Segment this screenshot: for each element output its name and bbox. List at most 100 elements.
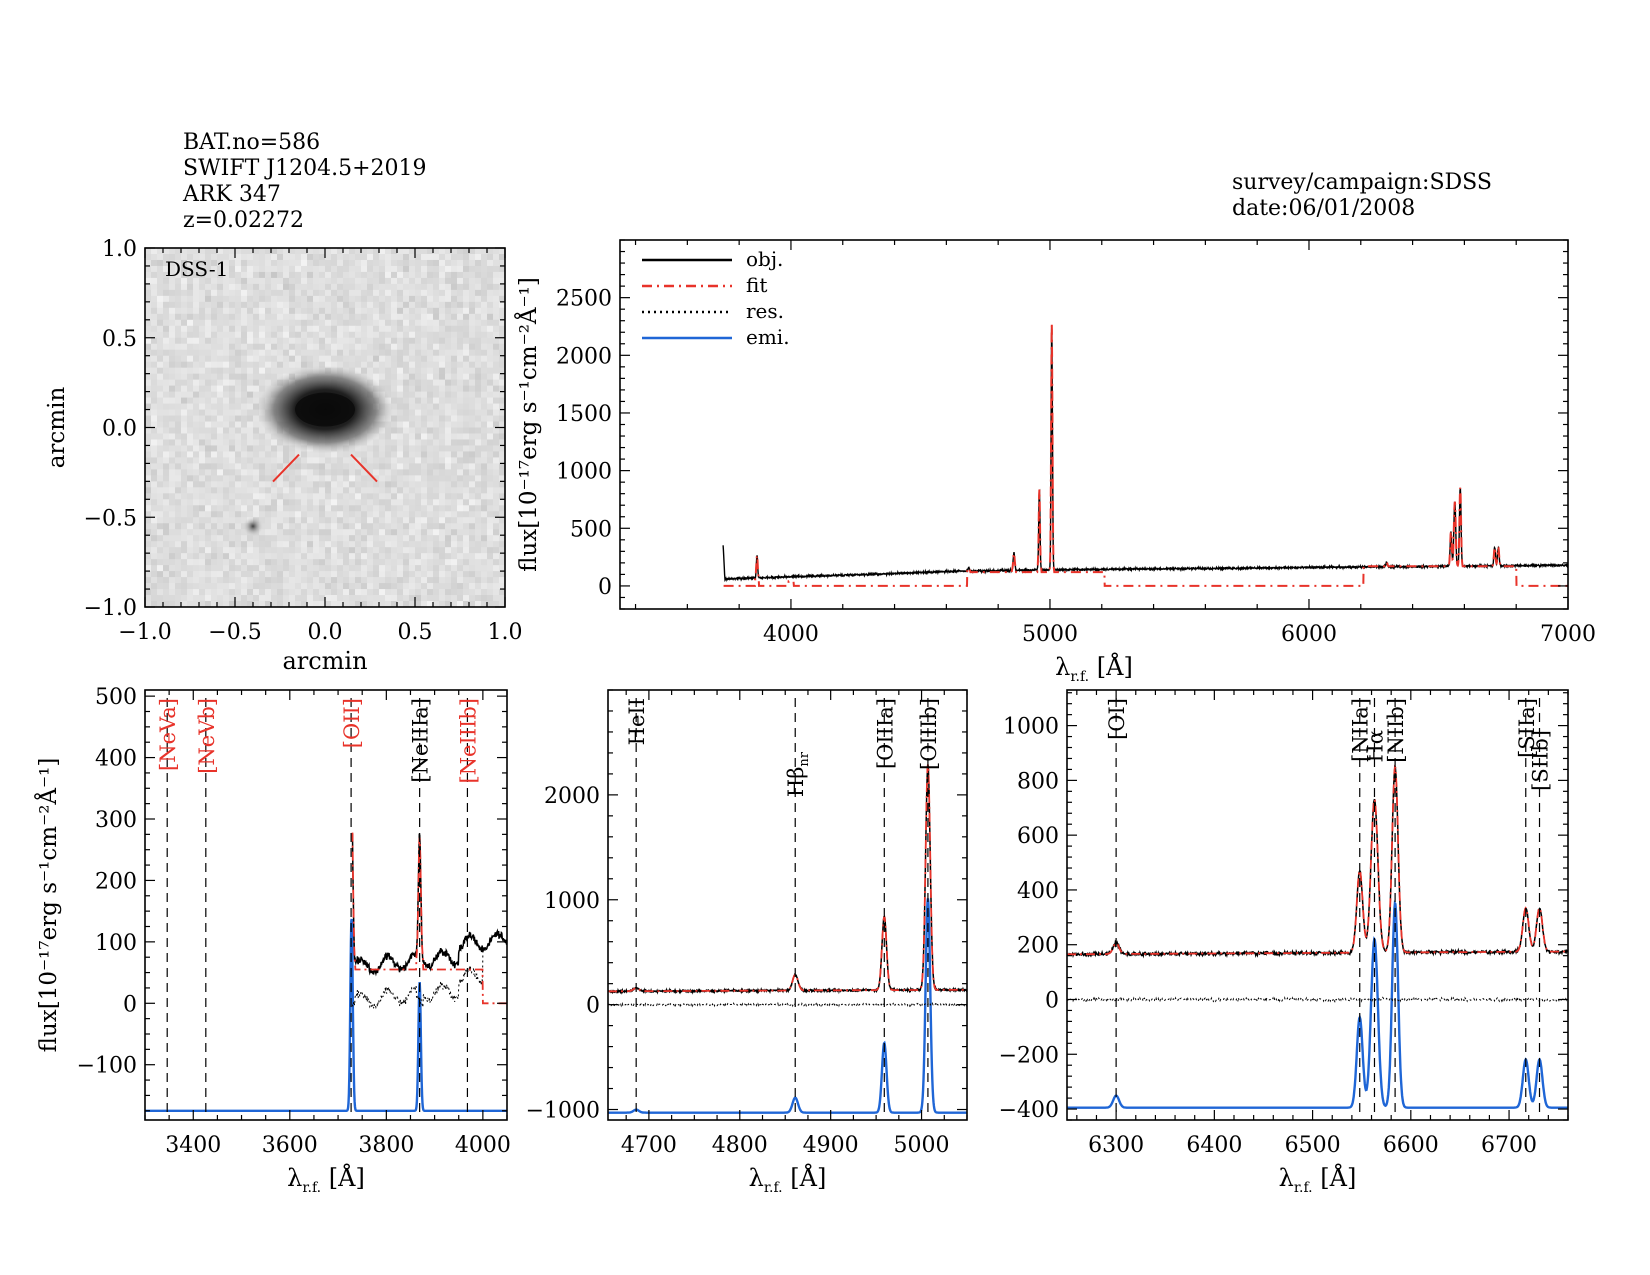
sky-pixel — [145, 355, 152, 363]
sky-pixel — [193, 259, 200, 267]
sky-pixel — [397, 511, 404, 518]
sky-pixel — [187, 535, 194, 542]
sky-pixel — [463, 523, 470, 530]
sky-pixel — [259, 505, 266, 512]
sky-pixel — [253, 367, 260, 375]
sky-pixel — [163, 337, 170, 345]
sky-pixel — [421, 259, 428, 267]
sky-pixel — [367, 529, 374, 536]
sky-pixel — [415, 289, 422, 297]
sky-pixel — [331, 451, 338, 458]
sky-pixel — [355, 535, 362, 542]
sky-pixel — [265, 463, 272, 470]
sky-pixel — [301, 583, 308, 590]
sky-pixel — [319, 559, 326, 566]
sky-pixel — [265, 499, 272, 506]
sky-pixel — [283, 565, 290, 572]
sky-pixel — [187, 367, 194, 375]
sky-pixel — [259, 319, 266, 327]
sky-pixel — [493, 475, 500, 482]
sky-pixel — [307, 253, 314, 261]
sky-pixel — [211, 349, 218, 357]
sky-pixel — [241, 343, 248, 351]
sky-pixel — [247, 391, 254, 398]
sky-pixel — [193, 493, 200, 500]
sky-pixel — [235, 475, 242, 482]
sky-pixel — [157, 397, 164, 404]
sky-pixel — [403, 469, 410, 476]
sky-pixel — [439, 493, 446, 500]
sky-pixel — [421, 457, 428, 464]
sky-pixel — [313, 571, 320, 578]
sky-pixel — [451, 289, 458, 297]
sky-pixel — [241, 319, 248, 327]
object-info: BAT.no=586 SWIFT J1204.5+2019 ARK 347 z=… — [183, 130, 427, 234]
sky-pixel — [151, 337, 158, 345]
sky-pixel — [289, 259, 296, 267]
sky-pixel — [157, 547, 164, 554]
sky-pixel — [301, 325, 308, 333]
sky-pixel — [427, 571, 434, 578]
sky-pixel — [277, 445, 284, 452]
sky-pixel — [475, 583, 482, 590]
sky-pixel — [241, 259, 248, 267]
sky-pixel — [343, 271, 350, 279]
sky-pixel — [457, 427, 464, 434]
x-tick-label: 4700 — [621, 1133, 677, 1158]
sky-pixel — [265, 307, 272, 315]
sky-pixel — [499, 367, 506, 375]
fit-spectrum — [723, 322, 1568, 587]
sky-pixel — [187, 337, 194, 345]
sky-pixel — [217, 433, 224, 440]
sky-pixel — [361, 463, 368, 470]
sky-pixel — [403, 427, 410, 434]
sky-pixel — [229, 295, 236, 303]
sky-pixel — [397, 373, 404, 381]
sky-pixel — [451, 445, 458, 452]
sky-pixel — [229, 331, 236, 339]
sky-pixel — [325, 307, 332, 315]
sky-pixel — [349, 289, 356, 297]
sky-pixel — [469, 331, 476, 339]
sky-pixel — [229, 349, 236, 357]
sky-pixel — [391, 301, 398, 309]
sky-pixel — [427, 541, 434, 548]
sky-pixel — [403, 439, 410, 446]
sky-pixel — [181, 445, 188, 452]
sky-pixel — [343, 265, 350, 273]
sky-pixel — [271, 541, 278, 548]
sky-pixel — [259, 583, 266, 590]
sky-pixel — [373, 253, 380, 261]
sky-pixel — [475, 577, 482, 584]
sky-pixel — [289, 319, 296, 327]
sky-pixel — [313, 469, 320, 476]
sky-pixel — [487, 331, 494, 339]
sky-pixel — [211, 271, 218, 279]
sky-pixel — [217, 301, 224, 309]
sky-pixel — [343, 517, 350, 524]
sky-pixel — [157, 355, 164, 363]
sky-pixel — [349, 505, 356, 512]
sky-pixel — [169, 283, 176, 291]
sky-pixel — [499, 499, 506, 506]
sky-pixel — [499, 427, 506, 434]
sky-pixel — [463, 415, 470, 422]
legend-label: fit — [746, 273, 767, 297]
sky-pixel — [331, 481, 338, 488]
sky-pixel — [151, 248, 158, 255]
sky-pixel — [469, 535, 476, 542]
sky-pixel — [247, 253, 254, 261]
sky-pixel — [199, 295, 206, 303]
sky-pixel — [325, 451, 332, 458]
sky-pixel — [253, 427, 260, 434]
sky-pixel — [457, 535, 464, 542]
sky-pixel — [247, 301, 254, 309]
sky-pixel — [421, 361, 428, 369]
sky-pixel — [265, 481, 272, 488]
sky-pixel — [349, 271, 356, 279]
sky-pixel — [355, 313, 362, 321]
sky-pixel — [301, 265, 308, 273]
sky-pixel — [391, 313, 398, 321]
sky-pixel — [427, 265, 434, 273]
sky-pixel — [295, 307, 302, 315]
